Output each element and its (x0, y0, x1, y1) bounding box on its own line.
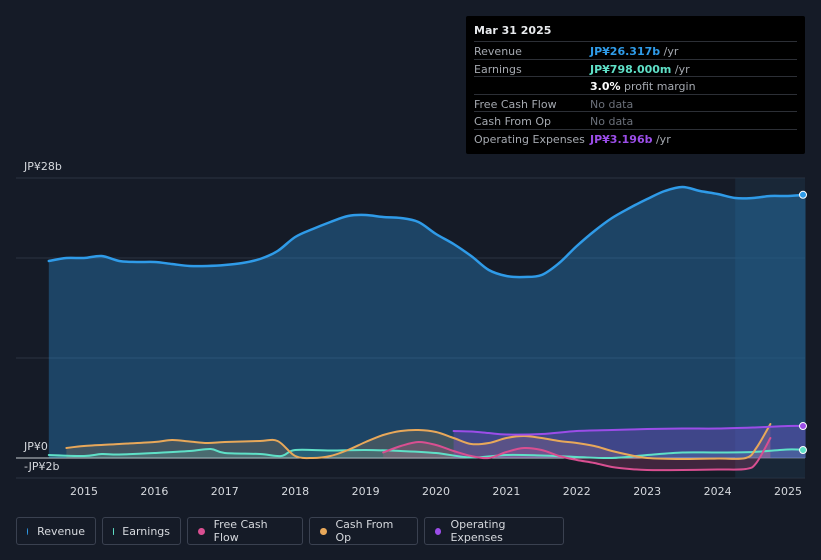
legend-item-operating-expenses[interactable]: Operating Expenses (424, 517, 564, 545)
earnings-line (47, 447, 807, 460)
operating-expenses-endpoint (799, 422, 807, 431)
legend-dot-icon (198, 527, 205, 535)
earnings-endpoint (799, 446, 807, 455)
tooltip-label: Revenue (474, 45, 522, 58)
earnings-area (48, 448, 806, 459)
legend-label: Cash From Op (335, 518, 394, 544)
legend-item-cash-from-op[interactable]: Cash From Op (309, 517, 418, 545)
cash-from-op-line (65, 423, 772, 461)
free-cash-flow-line (382, 437, 772, 472)
tooltip-row-revenue: Revenue JP¥26.317b /yr (474, 41, 797, 59)
series-endpoints (799, 190, 807, 455)
legend-label: Free Cash Flow (213, 518, 268, 544)
y-label-zero: JP¥0 (23, 440, 48, 453)
x-tick-2024: 2024 (704, 485, 732, 498)
legend-dot-icon (435, 527, 442, 535)
tooltip-value: JP¥798.000m /yr (590, 62, 690, 76)
tooltip-label: Operating Expenses (474, 132, 585, 146)
tooltip-row-free-cash-flow: Free Cash Flow No data (474, 93, 797, 112)
series-areas (48, 187, 806, 471)
legend-item-earnings[interactable]: Earnings (102, 517, 181, 545)
x-axis-ticks: 2015 2016 2017 2018 2019 2020 2021 2022 2023 2024… (70, 485, 802, 498)
x-tick-2023: 2023 (633, 485, 661, 498)
tooltip-row-cash-from-op: Cash From Op No data (474, 111, 797, 129)
tooltip-value: No data (590, 97, 634, 111)
x-tick-2021: 2021 (492, 485, 520, 498)
legend-dot-icon (320, 527, 327, 535)
tooltip-date: Mar 31 2025 (474, 24, 552, 37)
x-tick-2017: 2017 (211, 485, 239, 498)
revenue-line (47, 185, 807, 279)
revenue-endpoint (799, 190, 807, 199)
legend-dot-icon (27, 527, 29, 535)
tooltip-row-operating-expenses: Operating Expenses JP¥3.196b /yr (474, 128, 797, 147)
tooltip-row-earnings: Earnings JP¥798.000m /yr (474, 58, 797, 77)
x-tick-2019: 2019 (352, 485, 380, 498)
x-tick-2015: 2015 (70, 485, 98, 498)
x-tick-2022: 2022 (563, 485, 591, 498)
operating-expenses-line (452, 424, 807, 436)
tooltip-label: Earnings (474, 62, 522, 76)
tooltip-label: Cash From Op (474, 115, 552, 128)
tooltip-value: 3.0% profit margin (590, 80, 696, 93)
tooltip-panel: Mar 31 2025 Revenue JP¥26.317b /yr Earning… (466, 16, 805, 154)
legend-label: Operating Expenses (450, 518, 506, 544)
y-label-bottom: -JP¥2b (24, 460, 59, 473)
y-label-top: JP¥28b (23, 160, 62, 173)
x-tick-2018: 2018 (281, 485, 309, 498)
tooltip-value: No data (590, 115, 634, 128)
tooltip-row-profit-margin: 3.0% profit margin (474, 76, 797, 94)
revenue-area (48, 187, 806, 458)
legend-item-free-cash-flow[interactable]: Free Cash Flow (187, 517, 303, 545)
legend-label: Revenue (37, 524, 85, 538)
tooltip-label: Free Cash Flow (474, 97, 557, 111)
free-cash-flow-area (383, 438, 771, 471)
x-tick-2025: 2025 (774, 485, 802, 498)
tooltip-value: JP¥3.196b /yr (590, 132, 671, 146)
x-tick-2020: 2020 (422, 485, 450, 498)
legend-label: Earnings (122, 524, 170, 538)
x-tick-2016: 2016 (140, 485, 168, 498)
legend-item-revenue[interactable]: Revenue (16, 517, 96, 545)
tooltip-value: JP¥26.317b /yr (590, 45, 679, 58)
series-lines (47, 185, 807, 472)
